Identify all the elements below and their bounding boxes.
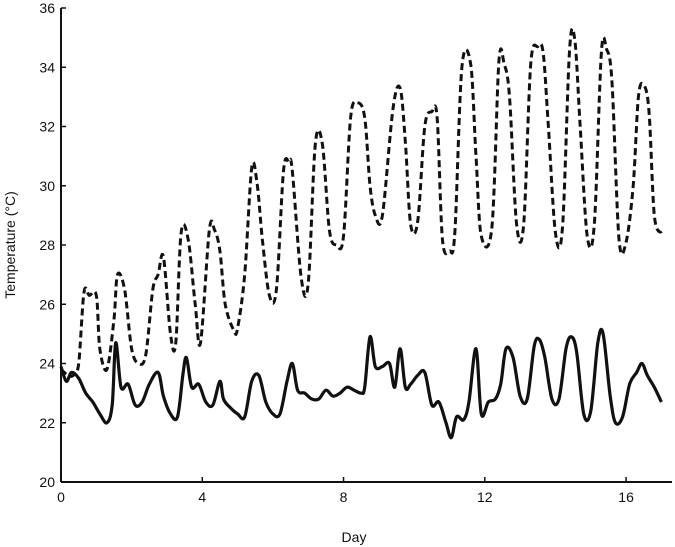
y-tick-label: 32 [39, 119, 55, 135]
y-tick-label: 24 [39, 356, 55, 372]
x-axis-title: Day [342, 529, 367, 545]
x-tick-label: 0 [57, 489, 65, 505]
y-tick-label: 36 [39, 0, 55, 16]
plot-area [59, 27, 663, 440]
y-ticks: 20 22 24 26 28 30 32 34 36 [39, 0, 66, 490]
y-tick-label: 34 [39, 59, 55, 75]
x-tick-label: 4 [198, 489, 206, 505]
x-tick-label: 8 [340, 489, 348, 505]
x-tick-label: 12 [477, 489, 493, 505]
y-tick-label: 22 [39, 415, 55, 431]
x-tick-label: 16 [618, 489, 634, 505]
y-tick-label: 28 [39, 237, 55, 253]
y-axis-title: Temperature (°C) [2, 191, 18, 299]
y-tick-label: 20 [39, 474, 55, 490]
series-line-dashed [60, 27, 663, 378]
series-line-solid [59, 327, 663, 440]
x-ticks: 0 4 8 12 16 [57, 477, 634, 505]
y-tick-label: 26 [39, 296, 55, 312]
axes [60, 8, 672, 483]
y-tick-label: 30 [39, 178, 55, 194]
